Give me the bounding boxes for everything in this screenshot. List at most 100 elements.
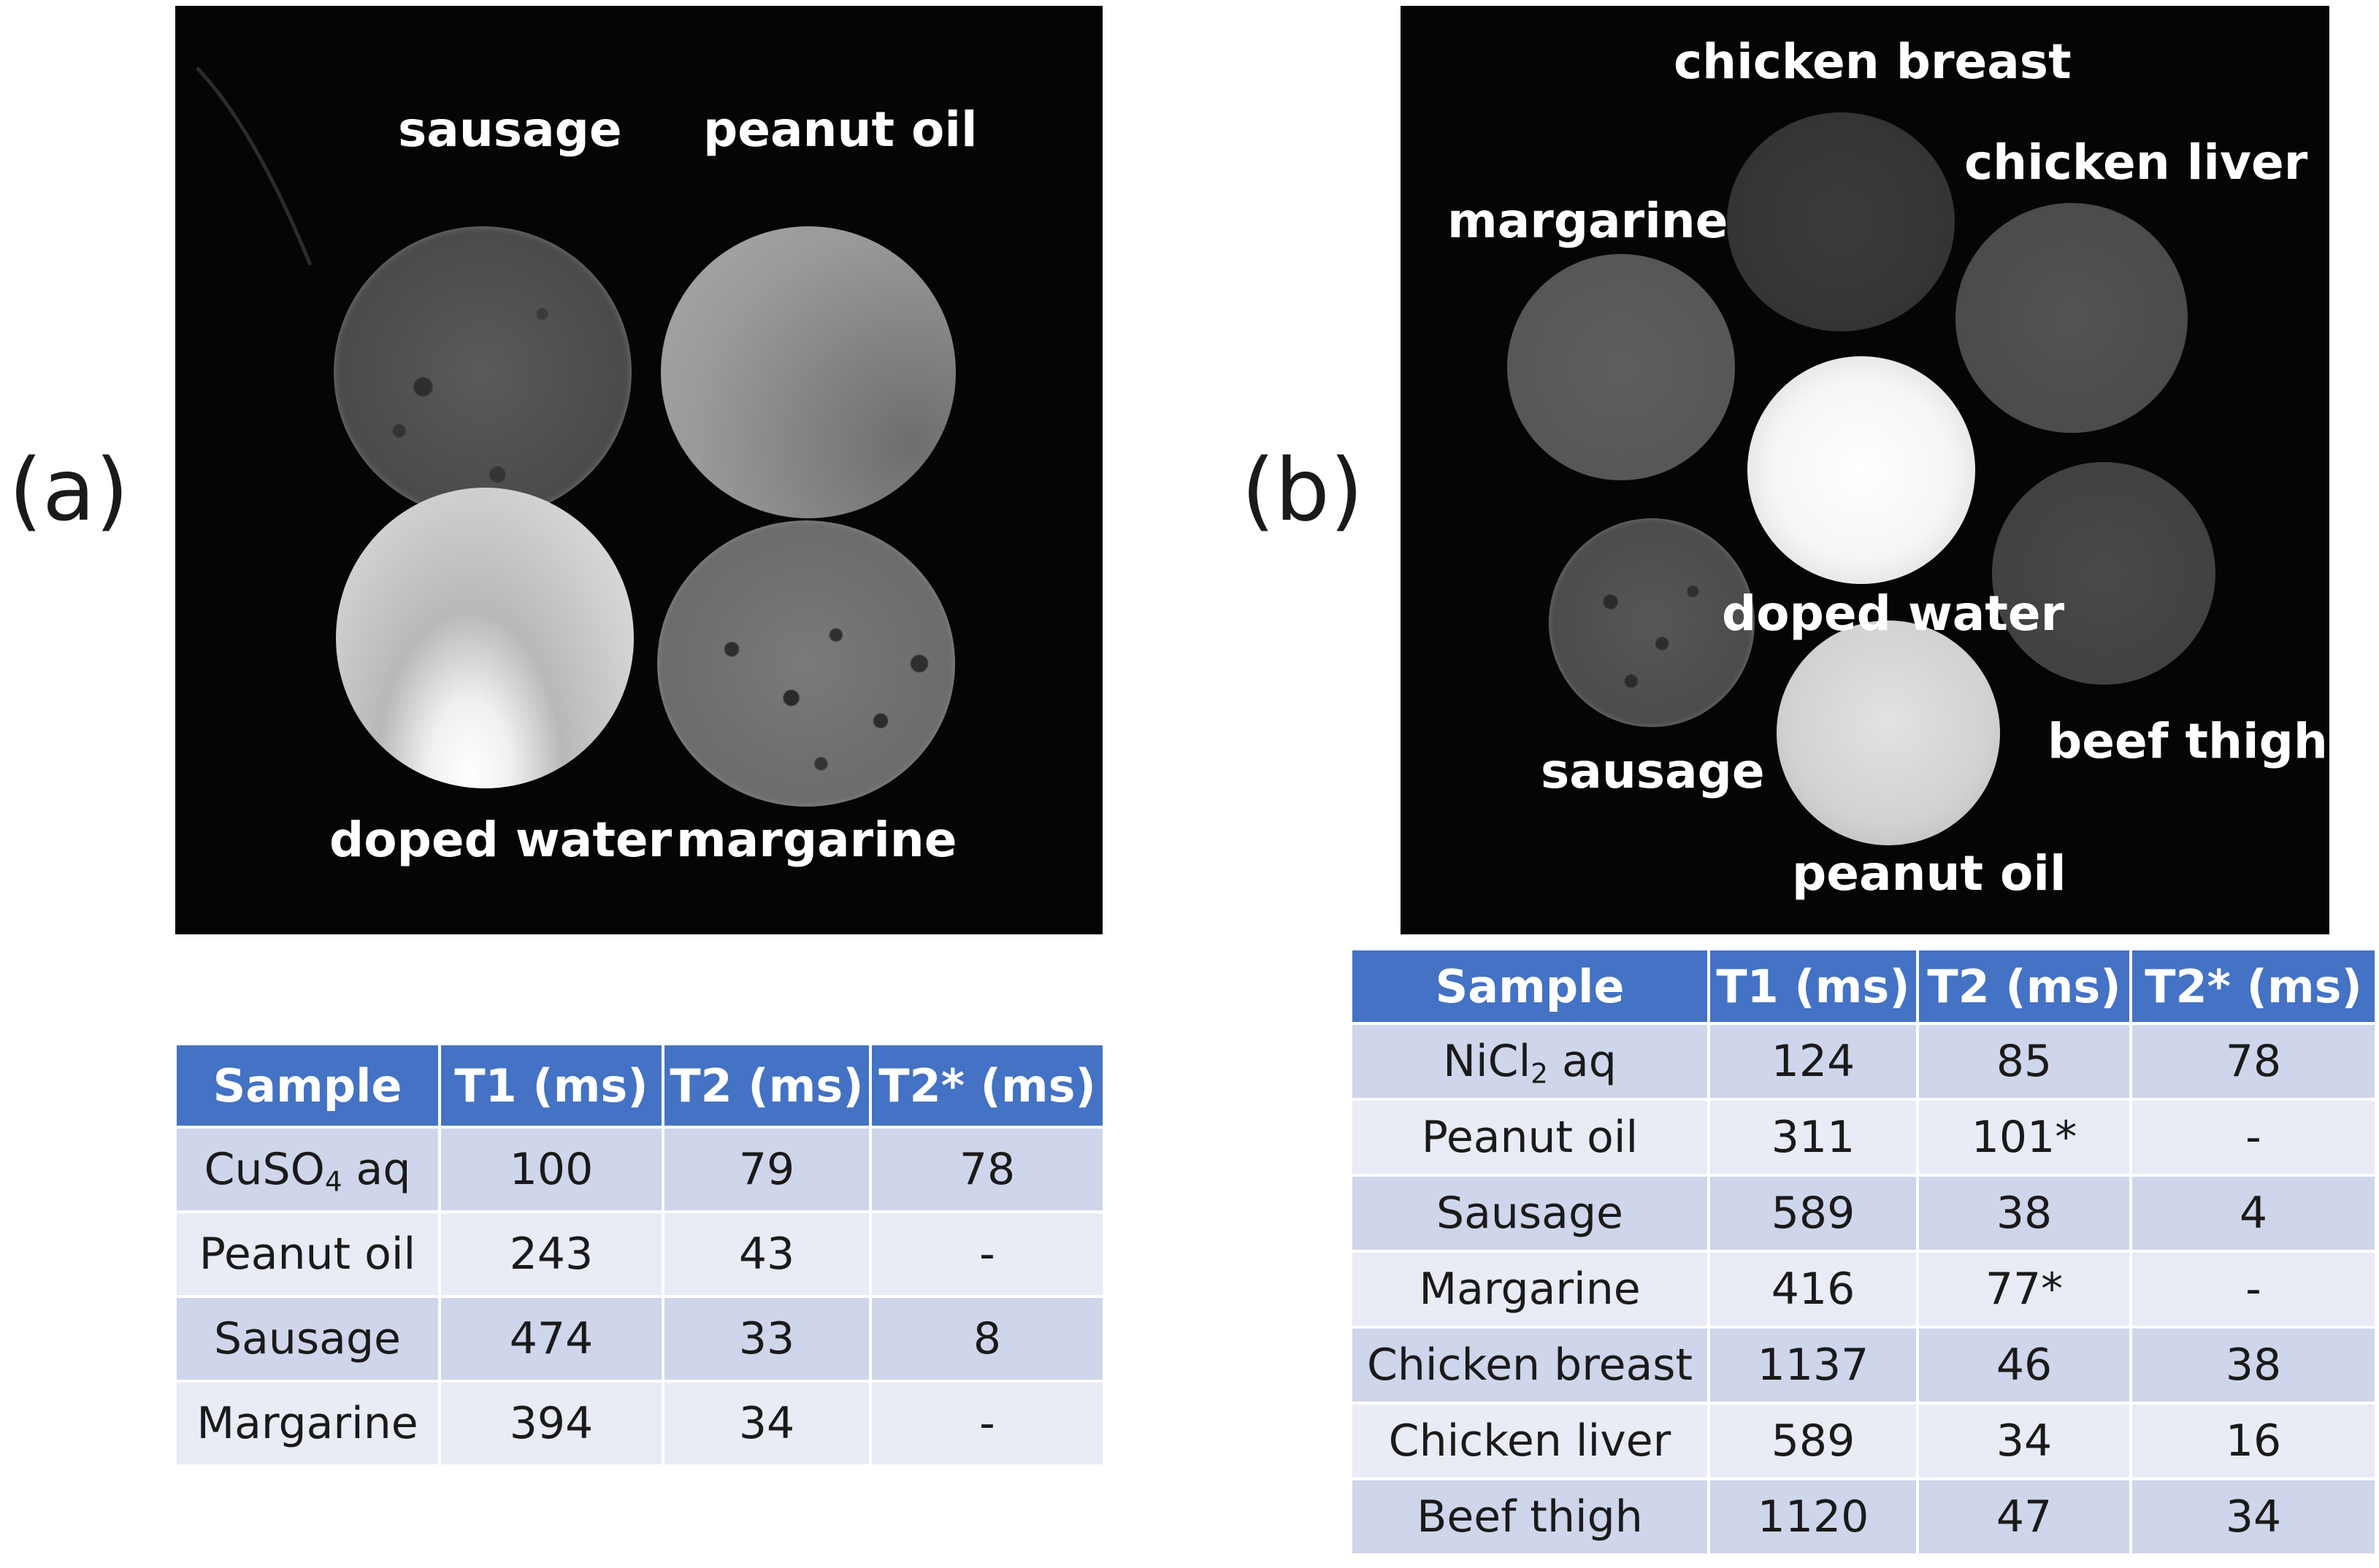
cell-t2-star: 78 bbox=[869, 1126, 1106, 1213]
cell-t2: 33 bbox=[662, 1295, 872, 1383]
table-row: Beef thigh 1120 47 34 bbox=[1349, 1477, 2378, 1556]
panel-a-letter: (a) bbox=[9, 439, 129, 540]
cell-sample-text: NiCl bbox=[1443, 1036, 1531, 1087]
table-row: Sausage 474 33 8 bbox=[174, 1295, 1106, 1383]
header-sample: Sample bbox=[1349, 948, 1710, 1025]
cell-t2: 101* bbox=[1916, 1098, 2132, 1177]
sausage-sample-disc bbox=[1549, 518, 1755, 727]
cell-t1: 124 bbox=[1707, 1022, 1919, 1101]
label-doped-water: doped water bbox=[329, 812, 673, 868]
table-row: Peanut oil 243 43 - bbox=[174, 1210, 1106, 1298]
cell-sample-subscript: 4 bbox=[324, 1165, 342, 1198]
cell-sample: Chicken breast bbox=[1349, 1326, 1710, 1404]
cell-sample: Peanut oil bbox=[174, 1210, 441, 1298]
cell-t2-star: - bbox=[869, 1210, 1106, 1298]
peanut-oil-sample-disc bbox=[1777, 620, 2000, 845]
cell-sample: CuSO4 aq bbox=[174, 1126, 441, 1213]
cell-sample-text: CuSO bbox=[204, 1144, 325, 1195]
label-chicken-breast: chicken breast bbox=[1674, 34, 2072, 90]
cell-t2: 46 bbox=[1916, 1326, 2132, 1404]
header-t1: T1 (ms) bbox=[1707, 948, 1919, 1025]
header-t2: T2 (ms) bbox=[662, 1042, 872, 1129]
chicken-liver-sample-disc bbox=[1955, 203, 2188, 433]
table-header-row: Sample T1 (ms) T2 (ms) T2* (ms) bbox=[1349, 948, 2378, 1025]
cell-sample: Sausage bbox=[174, 1295, 441, 1383]
beef-thigh-sample-disc bbox=[1992, 462, 2215, 685]
header-t2-star: T2* (ms) bbox=[869, 1042, 1106, 1129]
label-chicken-liver: chicken liver bbox=[1964, 134, 2308, 191]
panel-a-relaxation-table: Sample T1 (ms) T2 (ms) T2* (ms) CuSO4 aq… bbox=[174, 1042, 1106, 1467]
doped-water-sample-disc bbox=[336, 488, 634, 788]
table-row: Chicken breast 1137 46 38 bbox=[1349, 1326, 2378, 1404]
panel-b-mri-image: chicken breast chicken liver margarine d… bbox=[1401, 6, 2329, 934]
table-header-row: Sample T1 (ms) T2 (ms) T2* (ms) bbox=[174, 1042, 1106, 1129]
cell-t1: 243 bbox=[438, 1210, 664, 1298]
cell-t2-star: 38 bbox=[2129, 1326, 2378, 1404]
margarine-sample-disc bbox=[657, 520, 955, 807]
table-row: Margarine 394 34 - bbox=[174, 1380, 1106, 1467]
table-row: Margarine 416 77* - bbox=[1349, 1250, 2378, 1329]
cell-t2-star: 4 bbox=[2129, 1174, 2378, 1253]
scan-artifact-line bbox=[196, 66, 313, 266]
cell-t2-star: 8 bbox=[869, 1295, 1106, 1383]
cell-sample-subscript: 2 bbox=[1531, 1057, 1548, 1090]
cell-t2-star: - bbox=[2129, 1098, 2378, 1177]
panel-a-mri-image: sausage peanut oil doped water margarine bbox=[175, 6, 1103, 934]
cell-sample: Peanut oil bbox=[1349, 1098, 1710, 1177]
cell-t2-star: 34 bbox=[2129, 1477, 2378, 1556]
label-sausage: sausage bbox=[1541, 743, 1765, 799]
cell-t2-star: - bbox=[2129, 1250, 2378, 1329]
cell-t1: 474 bbox=[438, 1295, 664, 1383]
cell-t1: 589 bbox=[1707, 1402, 1919, 1480]
label-doped-water: doped water bbox=[1722, 585, 2065, 642]
table-row: CuSO4 aq 100 79 78 bbox=[174, 1126, 1106, 1213]
label-beef-thigh: beef thigh bbox=[2047, 713, 2328, 769]
panel-b-relaxation-table: Sample T1 (ms) T2 (ms) T2* (ms) NiCl2 aq… bbox=[1349, 948, 2378, 1556]
cell-t1: 1137 bbox=[1707, 1326, 1919, 1404]
cell-t1: 311 bbox=[1707, 1098, 1919, 1177]
label-peanut-oil: peanut oil bbox=[1792, 845, 2066, 902]
label-margarine: margarine bbox=[1447, 193, 1728, 249]
cell-sample: Sausage bbox=[1349, 1174, 1710, 1253]
cell-t2: 43 bbox=[662, 1210, 872, 1298]
cell-sample: Margarine bbox=[1349, 1250, 1710, 1329]
table-row: NiCl2 aq 124 85 78 bbox=[1349, 1022, 2378, 1101]
cell-t2: 79 bbox=[662, 1126, 872, 1213]
cell-t1: 416 bbox=[1707, 1250, 1919, 1329]
cell-t2-star: 78 bbox=[2129, 1022, 2378, 1101]
cell-t2: 38 bbox=[1916, 1174, 2132, 1253]
cell-t2: 85 bbox=[1916, 1022, 2132, 1101]
cell-sample-suffix: aq bbox=[342, 1144, 411, 1195]
chicken-breast-sample-disc bbox=[1727, 112, 1955, 331]
cell-t2: 77* bbox=[1916, 1250, 2132, 1329]
cell-t1: 589 bbox=[1707, 1174, 1919, 1253]
label-peanut-oil: peanut oil bbox=[703, 101, 978, 158]
header-sample: Sample bbox=[174, 1042, 441, 1129]
table-row: Sausage 589 38 4 bbox=[1349, 1174, 2378, 1253]
peanut-oil-sample-disc bbox=[661, 226, 956, 518]
header-t1: T1 (ms) bbox=[438, 1042, 664, 1129]
cell-sample: NiCl2 aq bbox=[1349, 1022, 1710, 1101]
sausage-sample-disc bbox=[334, 226, 632, 518]
cell-sample: Beef thigh bbox=[1349, 1477, 1710, 1556]
cell-t2: 34 bbox=[1916, 1402, 2132, 1480]
margarine-sample-disc bbox=[1507, 254, 1735, 480]
header-t2: T2 (ms) bbox=[1916, 948, 2132, 1025]
cell-t1: 100 bbox=[438, 1126, 664, 1213]
label-margarine: margarine bbox=[676, 812, 957, 868]
doped-water-sample-disc bbox=[1747, 356, 1975, 584]
table-row: Peanut oil 311 101* - bbox=[1349, 1098, 2378, 1177]
cell-sample: Margarine bbox=[174, 1380, 441, 1467]
cell-t1: 394 bbox=[438, 1380, 664, 1467]
table-row: Chicken liver 589 34 16 bbox=[1349, 1402, 2378, 1480]
cell-t1: 1120 bbox=[1707, 1477, 1919, 1556]
panel-b-letter: (b) bbox=[1241, 439, 1363, 540]
cell-t2: 34 bbox=[662, 1380, 872, 1467]
cell-sample-suffix: aq bbox=[1547, 1036, 1617, 1087]
cell-sample: Chicken liver bbox=[1349, 1402, 1710, 1480]
label-sausage: sausage bbox=[398, 101, 622, 158]
cell-t2-star: 16 bbox=[2129, 1402, 2378, 1480]
cell-t2: 47 bbox=[1916, 1477, 2132, 1556]
header-t2-star: T2* (ms) bbox=[2129, 948, 2378, 1025]
cell-t2-star: - bbox=[869, 1380, 1106, 1467]
